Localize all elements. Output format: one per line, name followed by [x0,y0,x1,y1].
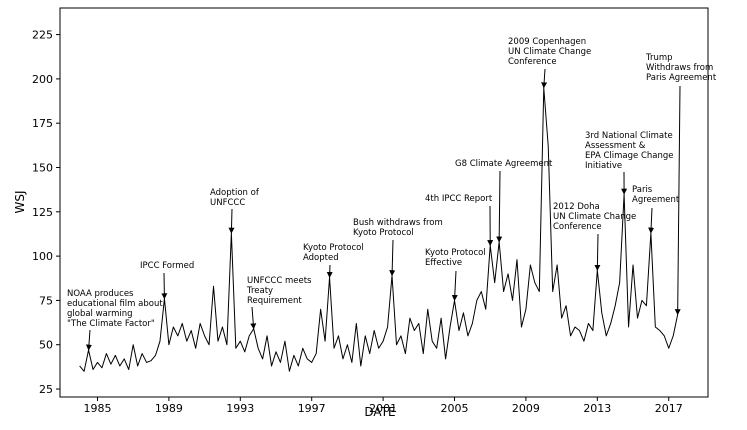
x-tick-label: 2009 [512,402,540,415]
annotation-text: IPCC Formed [140,261,194,271]
annotation-arrow [451,270,458,302]
annotation-text: UN Climate Change [553,212,636,222]
annotation-text: Initiative [585,161,622,171]
plot-frame [59,7,709,398]
annotation-text: Conference [553,222,602,232]
annotation-text: Assessment & [585,141,646,151]
annotation-text: Adopted [303,253,339,263]
annotation-text: Agreement [632,195,680,205]
annotation-text: Kyoto Protocol [303,243,364,253]
annotation-text: Paris Agreement [646,73,717,83]
y-tick-label: 75 [39,294,53,307]
x-tick-label: 2005 [441,402,469,415]
annotation-text: 3rd National Climate [585,131,673,141]
y-tick-label: 100 [32,250,53,263]
annotation-arrow [594,233,601,271]
y-tick-label: 200 [32,73,53,86]
annotation-text: Effective [425,258,462,268]
y-tick-label: 25 [39,383,53,396]
annotation-arrow [228,208,235,234]
y-tick-label: 175 [32,117,53,130]
data-line [79,87,679,372]
y-tick-label: 125 [32,206,53,219]
annotation-arrow [674,85,681,316]
y-tick-label: 225 [32,29,53,42]
annotation-arrow [85,329,92,351]
annotation-text: EPA Climage Change [585,151,674,161]
annotation-arrow [648,207,655,234]
annotation-text: Kyoto Protocol [353,228,414,238]
x-tick-label: 1989 [155,402,183,415]
annotation-arrow [496,170,503,243]
annotation-text: Withdraws from [646,63,713,73]
annotation-text: 2009 Copenhagen [508,37,586,47]
annotation-arrow [389,239,396,277]
annotation-text: Bush withdraws from [353,218,443,228]
annotation-text: UNFCCC meets [247,276,312,286]
x-tick-label: 2013 [583,402,611,415]
x-tick-label: 2017 [655,402,683,415]
annotation-text: Adoption of [210,188,260,198]
x-tick-label: 1993 [226,402,254,415]
annotation-text: Trump [645,53,673,63]
annotation-text: Paris [632,185,653,195]
annotation-text: UN Climate Change [508,47,591,57]
annotation-text: G8 Climate Agreement [455,159,553,169]
annotation-arrow [250,306,257,330]
annotation-text: 2012 Doha [553,202,600,212]
y-axis-label: WSJ [13,190,27,213]
annotation-text: global warming [67,309,133,319]
annotation-text: Conference [508,57,557,67]
x-axis-label: DATE [364,405,395,419]
annotation-text: "The Climate Factor" [67,319,155,329]
y-tick-label: 150 [32,161,53,174]
x-tick-label: 1985 [83,402,111,415]
x-tick-label: 1997 [298,402,326,415]
annotation-text: Kyoto Protocol [425,248,486,258]
annotation-text: Treaty [246,286,273,296]
annotation-text: Requirement [247,296,302,306]
annotation-text: educational film about [67,299,163,309]
y-tick-label: 50 [39,339,53,352]
annotation-text: 4th IPCC Report [425,194,493,204]
annotation-text: UNFCCC [210,198,245,208]
annotation-text: NOAA produces [67,289,134,299]
annotation-arrow [541,68,548,89]
x-tick-label: 2001 [369,402,397,415]
